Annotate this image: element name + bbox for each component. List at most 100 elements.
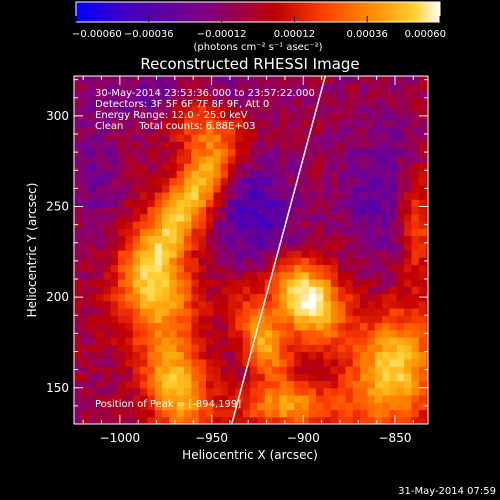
heatmap-cell	[367, 184, 376, 193]
heatmap-cell	[162, 170, 170, 179]
heatmap-cell	[96, 235, 104, 244]
heatmap-cell	[154, 199, 163, 208]
heatmap-cell	[382, 119, 391, 128]
heatmap-cell	[242, 293, 251, 302]
heatmap-cell	[250, 83, 259, 92]
heatmap-cell	[426, 83, 428, 92]
heatmap-cell	[176, 184, 185, 193]
heatmap-cell	[220, 126, 229, 135]
heatmap-cell	[411, 242, 420, 251]
heatmap-cell	[301, 213, 310, 222]
heatmap-cell	[345, 126, 354, 135]
heatmap-cell	[308, 83, 317, 92]
heatmap-cell	[272, 112, 281, 121]
heatmap-cell	[330, 97, 339, 106]
heatmap-cell	[411, 177, 420, 186]
heatmap-cell	[235, 177, 244, 186]
heatmap-cell	[250, 358, 259, 367]
heatmap-cell	[330, 155, 339, 164]
heatmap-cell	[162, 141, 170, 150]
heatmap-cell	[330, 163, 339, 171]
heatmap-cell	[316, 300, 325, 309]
heatmap-cell	[206, 184, 214, 193]
heatmap-cell	[110, 351, 119, 360]
heatmap-cell	[132, 76, 141, 84]
heatmap-cell	[308, 184, 317, 193]
heatmap-cell	[418, 358, 427, 367]
heatmap-cell	[294, 76, 303, 84]
heatmap-cell	[294, 395, 303, 403]
heatmap-cell	[308, 228, 317, 237]
heatmap-cell	[352, 213, 361, 222]
heatmap-cell	[411, 105, 420, 113]
heatmap-cell	[389, 380, 398, 389]
heatmap-cell	[191, 105, 200, 113]
heatmap-cell	[294, 155, 303, 164]
heatmap-cell	[132, 315, 141, 324]
heatmap-cell	[206, 221, 214, 229]
heatmap-cell	[286, 148, 295, 157]
heatmap-cell	[96, 271, 104, 280]
heatmap-cell	[125, 177, 134, 186]
heatmap-cell	[96, 308, 104, 316]
heatmap-cell	[257, 177, 266, 186]
heatmap-cell	[316, 170, 325, 179]
heatmap-cell	[338, 221, 347, 229]
heatmap-cell	[242, 257, 251, 266]
heatmap-cell	[220, 402, 229, 411]
heatmap-cell	[103, 155, 112, 164]
heatmap-cell	[147, 257, 156, 266]
heatmap-cell	[323, 322, 332, 331]
heatmap-cell	[162, 192, 170, 200]
heatmap-cell	[147, 315, 156, 324]
heatmap-cell	[338, 279, 347, 287]
heatmap-cell	[118, 308, 126, 316]
heatmap-cell	[125, 192, 134, 200]
heatmap-cell	[162, 126, 170, 135]
heatmap-cell	[264, 344, 273, 353]
heatmap-cell	[250, 213, 259, 222]
heatmap-cell	[81, 344, 90, 353]
heatmap-cell	[74, 177, 82, 186]
heatmap-cell	[162, 228, 170, 237]
heatmap-cell	[323, 148, 332, 157]
heatmap-cell	[374, 250, 383, 258]
heatmap-cell	[411, 221, 420, 229]
heatmap-cell	[81, 90, 90, 99]
heatmap-cell	[404, 90, 413, 99]
heatmap-cell	[88, 105, 97, 113]
heatmap-cell	[404, 148, 413, 157]
heatmap-cell	[426, 155, 428, 164]
heatmap-cell	[184, 141, 192, 150]
heatmap-cell	[125, 286, 134, 295]
heatmap-cell	[426, 344, 428, 353]
heatmap-cell	[103, 148, 112, 157]
heatmap-cell	[147, 402, 156, 411]
heatmap-cell	[169, 337, 178, 345]
heatmap-cell	[374, 358, 383, 367]
heatmap-cell	[279, 90, 288, 99]
heatmap-cell	[308, 329, 317, 338]
heatmap-cell	[206, 387, 214, 396]
heatmap-cell	[345, 358, 354, 367]
heatmap-cell	[426, 300, 428, 309]
heatmap-cell	[301, 76, 310, 84]
heatmap-cell	[426, 90, 428, 99]
heatmap-cell	[242, 134, 251, 142]
heatmap-cell	[411, 409, 420, 418]
heatmap-cell	[308, 112, 317, 121]
heatmap-cell	[81, 148, 90, 157]
heatmap-cell	[367, 206, 376, 215]
heatmap-cell	[154, 322, 163, 331]
heatmap-cell	[330, 358, 339, 367]
heatmap-cell	[294, 409, 303, 418]
heatmap-cell	[118, 315, 126, 324]
heatmap-cell	[235, 315, 244, 324]
heatmap-cell	[147, 177, 156, 186]
heatmap-cell	[279, 163, 288, 171]
heatmap-cell	[396, 184, 405, 193]
heatmap-cell	[411, 344, 420, 353]
heatmap-cell	[323, 235, 332, 244]
heatmap-cell	[228, 141, 237, 150]
